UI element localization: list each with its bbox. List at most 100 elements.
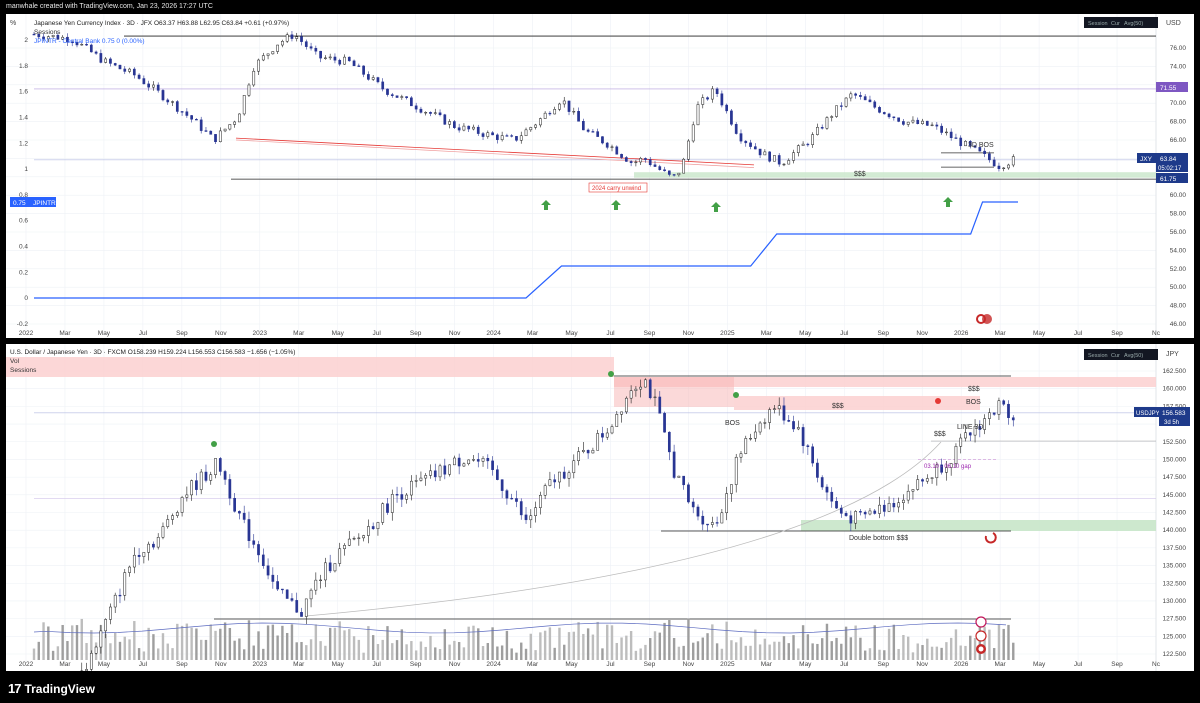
candle xyxy=(405,494,408,500)
candle xyxy=(973,145,977,148)
candle xyxy=(930,124,934,126)
x-tick-label: May xyxy=(332,330,345,337)
left-tick-label: 0.6 xyxy=(19,218,28,225)
jxy-chart-svg[interactable]: 2022 Mar May Jul Sep Nov 2023 Mar May Jul Sep Nov 20… xyxy=(6,14,1194,338)
toolbar-cur[interactable]: Cur xyxy=(1111,21,1120,27)
candle xyxy=(581,121,585,131)
candle xyxy=(457,457,461,467)
volume-bar xyxy=(639,648,642,660)
panel-divider[interactable] xyxy=(6,338,1194,344)
usdjpy-chart-svg[interactable]: 2022 Mar May Jul Sep Nov 2023 Mar May Jul Sep Nov 20… xyxy=(6,344,1194,703)
usdjpy-legend-vol: Vol xyxy=(10,358,20,365)
candle xyxy=(644,158,647,160)
usdjpy-chart-panel[interactable]: 2022 Mar May Jul Sep Nov 2023 Mar May Jul Sep Nov 20… xyxy=(6,344,1194,703)
candle xyxy=(935,124,939,127)
candle xyxy=(859,511,862,513)
volume-bar xyxy=(424,646,427,660)
y-tick-label: 52.00 xyxy=(1170,266,1187,273)
candle xyxy=(839,507,843,514)
volume-bar xyxy=(195,628,198,660)
candle xyxy=(285,589,289,599)
candle xyxy=(567,100,571,112)
pivot-dot-icon xyxy=(733,392,739,398)
tradingview-logo[interactable]: 17 TradingView xyxy=(8,681,95,696)
volume-bar xyxy=(625,635,628,660)
x-tick-label: Mar xyxy=(59,661,71,668)
candle xyxy=(968,140,972,146)
x-tick-label: Sep xyxy=(410,330,422,337)
volume-bar xyxy=(118,641,122,660)
candle xyxy=(195,119,198,121)
volume-bar xyxy=(758,644,762,660)
candle xyxy=(496,134,499,140)
volume-bar xyxy=(596,621,599,660)
volume-bar xyxy=(157,648,160,660)
candle xyxy=(773,155,776,162)
candle xyxy=(701,97,705,105)
candle xyxy=(964,140,967,147)
volume-bar xyxy=(257,631,260,660)
candle xyxy=(682,158,686,174)
candle xyxy=(859,95,862,97)
candle xyxy=(524,129,528,137)
annot-bos-right: BOS xyxy=(966,399,981,406)
y-tick-label: 135.000 xyxy=(1163,563,1187,570)
x-tick-label: 2024 xyxy=(486,330,501,337)
candle xyxy=(720,93,724,106)
y-tick-label: 46.00 xyxy=(1170,321,1187,328)
candle xyxy=(744,438,748,454)
toolbar-avg[interactable]: Avg(50) xyxy=(1124,21,1143,27)
volume-bar xyxy=(548,627,552,660)
volume-bar xyxy=(410,641,413,660)
liquidity-zone xyxy=(634,172,1156,178)
candle xyxy=(825,486,829,493)
volume-bar xyxy=(142,651,146,660)
y-tick-label: 58.00 xyxy=(1170,211,1187,218)
candle xyxy=(710,522,714,525)
toolbar2-session[interactable]: Session xyxy=(1088,353,1108,359)
x-tick-label: Mar xyxy=(995,661,1007,668)
volume-bar xyxy=(921,645,924,660)
volume-bar xyxy=(371,635,375,660)
candle xyxy=(892,116,896,119)
jxy-chart-panel[interactable]: 2022 Mar May Jul Sep Nov 2023 Mar May Jul Sep Nov 20… xyxy=(6,14,1194,338)
volume-bar xyxy=(601,648,604,660)
candle xyxy=(61,36,65,40)
left-tick-label: 1.8 xyxy=(19,63,28,70)
magnet-icon xyxy=(984,532,997,544)
volume-bar xyxy=(672,638,676,660)
volume-bar xyxy=(114,632,117,660)
candle xyxy=(128,566,131,573)
candle xyxy=(663,169,666,172)
volume-bar xyxy=(314,624,318,660)
volume-bar xyxy=(204,639,208,660)
candle xyxy=(218,130,222,143)
x-tick-label: 2026 xyxy=(954,661,969,668)
candle xyxy=(410,97,413,107)
toolbar-session[interactable]: Session xyxy=(1088,21,1108,27)
volume-bar xyxy=(720,648,724,660)
jpintr-badge-value: 0.75 xyxy=(13,200,26,207)
candle xyxy=(395,95,399,98)
candle xyxy=(486,458,490,462)
candle xyxy=(500,135,504,140)
toolbar2-avg[interactable]: Avg(50) xyxy=(1124,353,1143,359)
candle xyxy=(644,379,647,388)
candle xyxy=(577,111,580,122)
volume-bar xyxy=(395,640,399,660)
candle xyxy=(304,41,308,47)
candle xyxy=(228,479,232,499)
candle xyxy=(142,552,146,557)
candle xyxy=(753,431,757,439)
candle xyxy=(400,96,404,98)
candle xyxy=(414,480,418,482)
candle xyxy=(390,94,394,96)
volume-bar xyxy=(778,641,781,660)
jxy-toolbar[interactable]: Session Cur Avg(50) xyxy=(1084,17,1158,28)
candle xyxy=(935,464,939,479)
y-tick-label: 157.500 xyxy=(1163,403,1187,410)
x-tick-label: Jul xyxy=(840,661,849,668)
usdjpy-toolbar[interactable]: Session Cur Avg(50) xyxy=(1084,349,1158,360)
volume-bar xyxy=(147,627,150,660)
toolbar2-cur[interactable]: Cur xyxy=(1111,353,1120,359)
